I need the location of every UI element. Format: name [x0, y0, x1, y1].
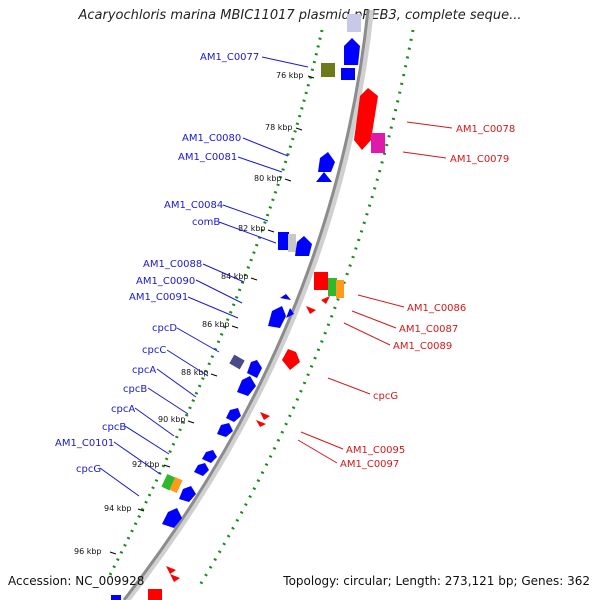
- gene-am1-c0087[interactable]: [321, 296, 330, 304]
- gene-am1-c0081[interactable]: [318, 152, 335, 172]
- kbp-label-84: 84 kbp: [221, 272, 249, 281]
- kbp-label-94: 94 kbp: [104, 504, 132, 513]
- gene-am1-c0086-orange[interactable]: [336, 280, 344, 298]
- gene-label-cpcg-red[interactable]: cpcG: [373, 391, 398, 402]
- kbp-label-82: 82 kbp: [238, 224, 266, 233]
- backbone: [122, 9, 370, 600]
- gene-bottom-blue[interactable]: [111, 595, 121, 600]
- gene-label-cpca-1[interactable]: cpcA: [132, 365, 156, 376]
- gene-cpcb-3[interactable]: [194, 463, 209, 476]
- gene-am1-c0097[interactable]: [256, 420, 266, 427]
- topology-summary: Topology: circular; Length: 273,121 bp; …: [283, 574, 590, 588]
- gene-am1-c0081b[interactable]: [316, 172, 332, 182]
- gene-am1-c0086[interactable]: [314, 272, 328, 290]
- gene-am1-c0095[interactable]: [260, 412, 270, 420]
- gene-label-cpcb-2[interactable]: cpcB: [102, 422, 126, 433]
- gene-label-cpcb-1[interactable]: cpcB: [123, 384, 147, 395]
- gene-label-am1-c0079[interactable]: AM1_C0079: [450, 154, 509, 165]
- left-leader-lines: [99, 56, 309, 497]
- gc-track-inner: [108, 29, 324, 576]
- gene-am1-c0089[interactable]: [306, 306, 316, 314]
- gene-label-cpca-2[interactable]: cpcA: [111, 404, 135, 415]
- gene-cpcb-1[interactable]: [226, 408, 241, 422]
- gene-am1-c0077a[interactable]: [344, 38, 360, 65]
- kbp-label-80: 80 kbp: [254, 174, 282, 183]
- gene-am1-c0088[interactable]: [280, 294, 291, 300]
- gene-cpca-1[interactable]: [237, 376, 256, 396]
- gene-94kbp[interactable]: [162, 508, 182, 528]
- gene-am1-c0101-orange[interactable]: [169, 476, 183, 494]
- gene-am1-c0086-green[interactable]: [328, 278, 337, 296]
- gene-bottom-red-3[interactable]: [148, 589, 162, 600]
- gene-cpcc[interactable]: [247, 360, 262, 378]
- map-title: Acaryochloris marina MBIC11017 plasmid p…: [78, 8, 522, 23]
- kbp-tick-marks: [109, 75, 315, 555]
- gene-am1-c0077-olive[interactable]: [321, 63, 335, 77]
- kbp-label-90: 90 kbp: [158, 415, 186, 424]
- gene-label-am1-c0086[interactable]: AM1_C0086: [407, 303, 466, 314]
- gene-label-am1-c0080[interactable]: AM1_C0080: [182, 133, 241, 144]
- gc-track-outer: [198, 29, 415, 586]
- gene-top-grey[interactable]: [347, 14, 361, 32]
- kbp-label-88: 88 kbp: [181, 368, 209, 377]
- gene-bottom-red-1[interactable]: [166, 566, 176, 574]
- kbp-label-96: 96 kbp: [74, 547, 102, 556]
- gene-label-am1-c0091[interactable]: AM1_C0091: [129, 292, 188, 303]
- gene-cpcd[interactable]: [229, 354, 245, 370]
- gene-label-cpcg[interactable]: cpcG: [76, 464, 101, 475]
- reverse-genes: [148, 88, 385, 600]
- gene-am1-c0078[interactable]: [354, 88, 378, 150]
- forward-genes: [111, 14, 361, 600]
- accession-text: Accession: NC_009928: [8, 574, 145, 588]
- gene-label-am1-c0084[interactable]: AM1_C0084: [164, 200, 223, 211]
- right-leader-lines: [297, 121, 453, 464]
- gene-label-am1-c0088[interactable]: AM1_C0088: [143, 259, 202, 270]
- kbp-label-86: 86 kbp: [202, 320, 230, 329]
- gene-am1-c0091[interactable]: [268, 306, 286, 328]
- gene-am1-c0101-green[interactable]: [161, 473, 176, 491]
- gene-am1-c0084[interactable]: [278, 232, 289, 250]
- gene-label-cpcc[interactable]: cpcC: [142, 345, 166, 356]
- kbp-label-78: 78 kbp: [265, 123, 293, 132]
- gene-label-cpcd[interactable]: cpcD: [152, 323, 177, 334]
- gene-label-am1-c0090[interactable]: AM1_C0090: [136, 276, 195, 287]
- gene-label-comb[interactable]: comB: [192, 217, 220, 228]
- kbp-label-76: 76 kbp: [276, 71, 304, 80]
- gene-am1-c0077b[interactable]: [341, 68, 355, 80]
- gene-label-am1-c0077[interactable]: AM1_C0077: [200, 52, 259, 63]
- gene-cpca-2[interactable]: [217, 423, 233, 437]
- gene-label-am1-c0078[interactable]: AM1_C0078: [456, 124, 515, 135]
- gene-label-am1-c0089[interactable]: AM1_C0089: [393, 341, 452, 352]
- gene-label-am1-c0097[interactable]: AM1_C0097: [340, 459, 399, 470]
- gene-cpcb-2[interactable]: [202, 450, 217, 463]
- gene-comb-grey[interactable]: [288, 234, 296, 252]
- gene-cpcg-red[interactable]: [282, 349, 300, 370]
- gene-am1-c0079[interactable]: [371, 133, 385, 153]
- gene-label-am1-c0087[interactable]: AM1_C0087: [399, 324, 458, 335]
- gene-comb[interactable]: [295, 236, 312, 256]
- gene-label-am1-c0101[interactable]: AM1_C0101: [55, 438, 114, 449]
- gene-label-am1-c0081[interactable]: AM1_C0081: [178, 152, 237, 163]
- backbone-shadow: [124, 9, 374, 600]
- gene-cpcg[interactable]: [179, 486, 196, 502]
- gene-bottom-red-2[interactable]: [170, 574, 180, 582]
- gene-label-am1-c0095[interactable]: AM1_C0095: [346, 445, 405, 456]
- gene-am1-c0091b[interactable]: [286, 308, 294, 318]
